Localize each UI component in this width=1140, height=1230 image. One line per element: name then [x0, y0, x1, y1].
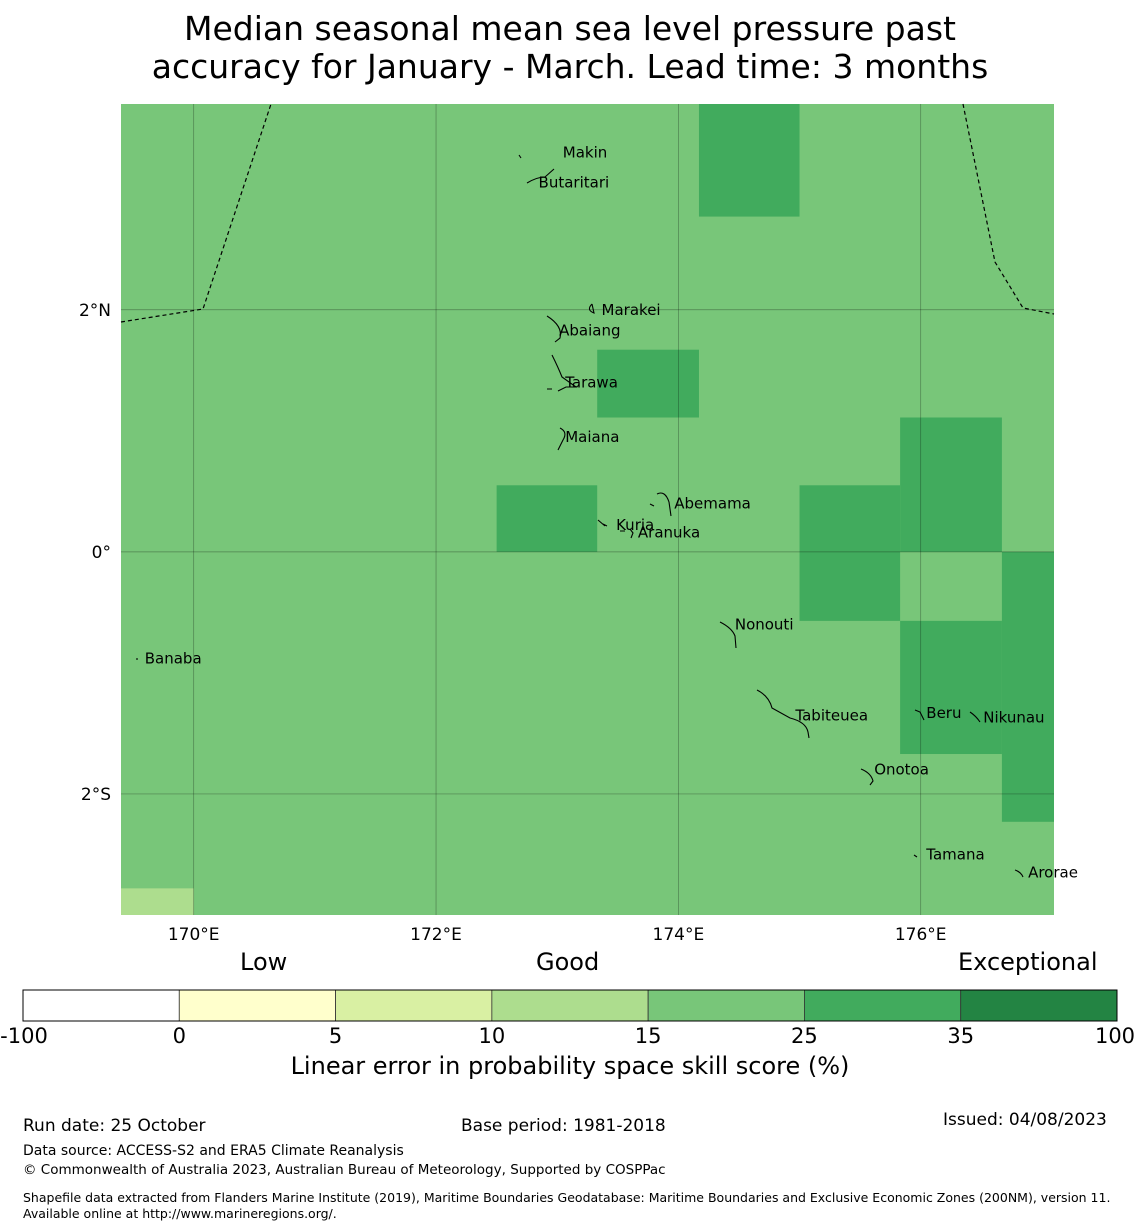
graticule	[121, 104, 1054, 915]
colorbar-tick-label: -100	[0, 1024, 48, 1048]
y-axis-ticks: 2°N 0° 2°S	[79, 301, 111, 805]
island-label: Nonouti	[735, 615, 794, 633]
skill-cell	[799, 485, 901, 621]
run-date: Run date: 25 October	[23, 1116, 206, 1136]
colorbar	[22, 989, 1118, 1022]
title-line-2: accuracy for January - March. Lead time:…	[151, 47, 989, 86]
colorbar-tick-label: 0	[172, 1024, 186, 1048]
coast-abaiang	[546, 315, 562, 343]
x-axis-ticks: 170°E 172°E 174°E 176°E	[168, 925, 947, 945]
skill-cell	[900, 620, 1002, 755]
island-label: Aranuka	[638, 523, 700, 541]
colorbar-frame	[22, 989, 1118, 1022]
x-tick-label: 170°E	[168, 925, 220, 945]
x-tick-label: 172°E	[410, 925, 462, 945]
eez-boundaries	[120, 103, 1055, 323]
coast-abemama	[649, 492, 672, 517]
eez-boundary-east	[962, 103, 1055, 315]
y-tick-label: 2°S	[81, 785, 111, 805]
coast-nikunau	[969, 711, 981, 723]
skill-cell	[496, 485, 598, 552]
colorbar-label: Linear error in probability space skill …	[290, 1052, 850, 1080]
skill-cell	[698, 104, 800, 217]
coast-tamana	[913, 854, 918, 858]
colorbar-tick-label: 5	[328, 1024, 343, 1048]
island-label: Kuria	[616, 516, 654, 534]
colorbar-bin	[178, 989, 336, 1022]
coast-tabiteuea	[756, 689, 810, 739]
colorbar-tick-label: 10	[478, 1024, 506, 1048]
skill-cells	[121, 104, 1054, 915]
island-label: Banaba	[145, 649, 202, 667]
colorbar-tick-label: 15	[634, 1024, 662, 1048]
coast-arorae	[1014, 869, 1024, 878]
colorbar-bin	[960, 989, 1118, 1022]
colorbar-category-low: Low	[240, 948, 288, 976]
y-tick-label: 2°N	[79, 301, 111, 321]
island-label: Nikunau	[983, 709, 1044, 727]
island-label: Butaritari	[539, 174, 610, 192]
island-label: Tamana	[925, 845, 984, 863]
island-outlines	[136, 154, 1024, 878]
copyright: © Commonwealth of Australia 2023, Austra…	[23, 1162, 666, 1178]
coast-kuria	[597, 519, 608, 527]
colorbar-tick-label: 35	[947, 1024, 975, 1048]
island-label: Tabiteuea	[794, 706, 868, 724]
issued-date: Issued: 04/08/2023	[943, 1110, 1107, 1130]
x-tick-label: 176°E	[895, 925, 947, 945]
island-label: Onotoa	[874, 761, 929, 779]
colorbar-tick-label: 100	[1094, 1024, 1136, 1048]
shapefile-credit: Shapefile data extracted from Flanders M…	[23, 1190, 1111, 1221]
colorbar-bin	[491, 989, 649, 1022]
coast-makin	[518, 154, 522, 159]
coast-nonouti	[719, 621, 737, 649]
colorbar-bin	[22, 989, 180, 1022]
skill-cell	[1001, 551, 1054, 822]
colorbar-bin	[335, 989, 493, 1022]
island-label: Marakei	[602, 301, 661, 319]
title-line-1: Median seasonal mean sea level pressure …	[184, 9, 956, 48]
y-tick-label: 0°	[92, 543, 111, 563]
island-label: Arorae	[1028, 864, 1078, 882]
island-label: Abaiang	[559, 321, 620, 339]
eez-boundary-west	[120, 103, 272, 323]
coast-tarawa	[547, 354, 578, 392]
skill-cell	[121, 888, 194, 915]
colorbar-tick-label: 25	[791, 1024, 818, 1048]
coast-onotoa	[860, 768, 874, 786]
coast-butaritari	[526, 168, 555, 184]
colorbar-bin	[647, 989, 805, 1022]
island-label: Beru	[926, 704, 961, 722]
chart-title: Median seasonal mean sea level pressure …	[0, 10, 1140, 86]
coast-aranuka	[620, 528, 634, 539]
island-label: Tarawa	[564, 373, 618, 391]
skill-cell	[597, 349, 699, 418]
island-label: Abemama	[674, 494, 751, 512]
island-label: Makin	[563, 143, 608, 161]
x-tick-label: 174°E	[653, 925, 705, 945]
coast-marakei	[588, 303, 595, 314]
skill-cell	[900, 417, 1002, 552]
data-source: Data source: ACCESS-S2 and ERA5 Climate …	[23, 1143, 404, 1159]
skill-map: Makin Butaritari Marakei Abaiang Tarawa Maian…	[79, 103, 1078, 945]
colorbar-bin	[804, 989, 962, 1022]
colorbar-category-exceptional: Exceptional	[958, 948, 1098, 976]
island-labels: Makin Butaritari Marakei Abaiang Tarawa Maian…	[145, 143, 1078, 881]
base-period: Base period: 1981-2018	[461, 1116, 666, 1136]
colorbar-category-good: Good	[536, 948, 600, 976]
coast-maiana	[557, 427, 566, 451]
coast-beru	[914, 709, 925, 721]
island-label: Maiana	[565, 428, 619, 446]
